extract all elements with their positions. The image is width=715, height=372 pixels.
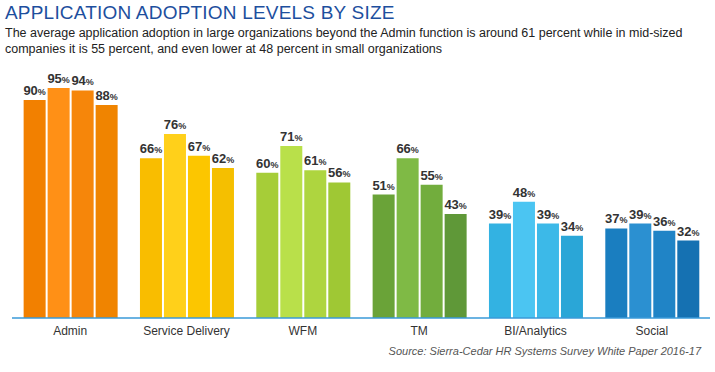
svg-text:71%: 71% [280,129,302,144]
svg-text:62%: 62% [212,151,234,166]
svg-text:Service Delivery: Service Delivery [143,324,230,338]
html-text:APPLICATION ADOPTION LEVELS BY: APPLICATION ADOPTION LEVELS BY SIZE [5,2,395,23]
svg-text:95%: 95% [47,71,69,86]
svg-text:39%: 39% [489,207,511,222]
svg-text:36%: 36% [653,214,675,229]
svg-text:51%: 51% [372,178,394,193]
svg-text:48%: 48% [513,185,535,200]
svg-text:76%: 76% [164,117,186,132]
svg-text:61%: 61% [304,153,326,168]
svg-text:60%: 60% [256,156,278,171]
svg-text:43%: 43% [444,197,466,212]
svg-text:88%: 88% [95,88,117,103]
svg-text:Admin: Admin [53,324,87,338]
svg-text:WFM: WFM [289,324,318,338]
svg-text:39%: 39% [537,207,559,222]
svg-text:32%: 32% [677,224,699,239]
svg-text:55%: 55% [420,168,442,183]
svg-text:Social: Social [635,324,668,338]
svg-text:67%: 67% [188,139,210,154]
html-text:The average application adopti: The average application adoption in larg… [5,26,683,56]
svg-text:37%: 37% [605,211,627,226]
svg-text:66%: 66% [396,141,418,156]
svg-text:TM: TM [411,324,428,338]
svg-text:BI/Analytics: BI/Analytics [504,324,567,338]
svg-text:39%: 39% [629,207,651,222]
svg-text:34%: 34% [561,219,583,234]
svg-text:94%: 94% [71,73,93,88]
svg-text:56%: 56% [328,165,350,180]
html-text:Source: Sierra-Cedar HR System: Source: Sierra-Cedar HR Systems Survey W… [388,345,701,357]
svg-text:90%: 90% [23,83,45,98]
svg-text:66%: 66% [140,141,162,156]
